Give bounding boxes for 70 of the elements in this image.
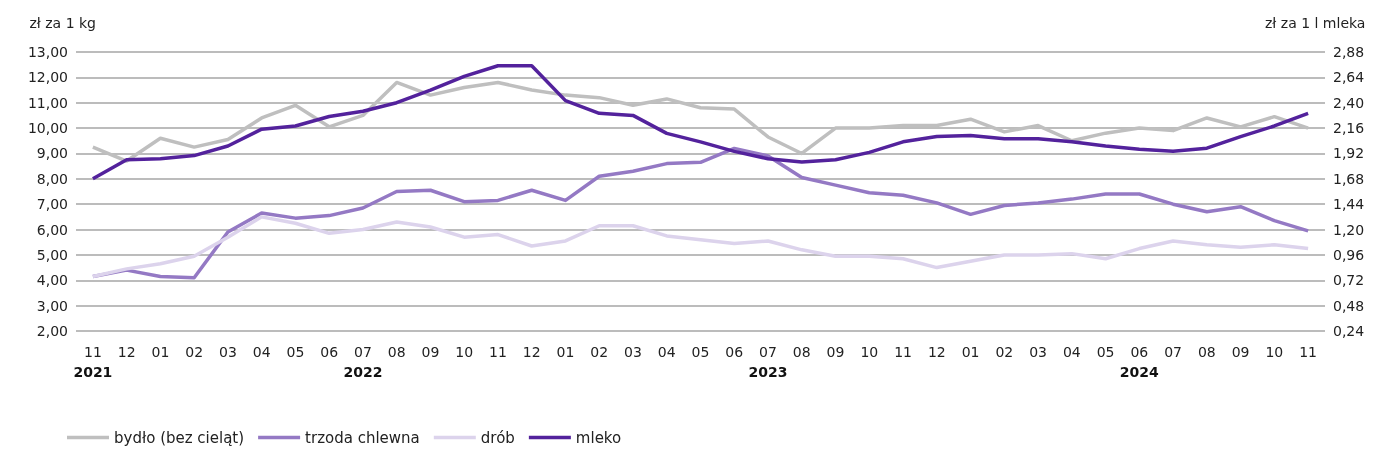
y2-tick-label: 0,72 xyxy=(1333,272,1365,289)
y2-tick-label: 1,44 xyxy=(1333,196,1365,213)
x-tick-label: 07 xyxy=(1164,344,1183,360)
x-tick-label: 06 xyxy=(725,344,744,360)
x-tick-label: 05 xyxy=(691,344,710,360)
y2-tick-label: 0,24 xyxy=(1333,323,1365,339)
y2-tick-label: 2,40 xyxy=(1333,94,1365,111)
x-tick-label: 08 xyxy=(792,344,811,360)
x-tick-label: 12 xyxy=(927,344,946,360)
y2-tick-label: 1,20 xyxy=(1333,221,1365,238)
x-tick-label: 12 xyxy=(117,344,136,360)
y2-tick-label: 0,96 xyxy=(1333,246,1365,263)
x-tick-label: 07 2023 xyxy=(748,344,788,380)
x-tick-label: 12 xyxy=(522,344,541,360)
x-tick-label: 03 xyxy=(624,344,642,360)
x-tick-label: 08 xyxy=(1197,344,1216,360)
y2-axis-title: zł za 1 l mleka xyxy=(1265,15,1366,31)
x-tick-label: 06 xyxy=(320,344,339,360)
y-tick-label: 8,00 xyxy=(36,170,68,187)
line-series xyxy=(91,63,1310,181)
x-tick-label: 10 xyxy=(1265,344,1284,360)
y2-tick-label: 1,68 xyxy=(1333,170,1365,187)
y2-tick-label: 1,92 xyxy=(1333,145,1365,162)
x-tick-label: 09 xyxy=(421,344,440,360)
x-tick-label: 01 xyxy=(151,344,170,360)
y-tick-label: 13,00 xyxy=(27,44,68,60)
x-tick-label: 05 xyxy=(1096,344,1115,360)
y-tick-label: 11,00 xyxy=(27,94,68,111)
x-tick-label: 02 xyxy=(995,344,1014,360)
y-tick-label: 12,00 xyxy=(27,69,68,86)
x-tick-label: 09 xyxy=(826,344,845,360)
y-tick-label: 9,00 xyxy=(36,145,68,162)
legend-label: bydło (bez cieląt) xyxy=(114,428,245,447)
y2-tick-label: 2,88 xyxy=(1333,44,1365,60)
y-tick-label: 2,00 xyxy=(36,323,68,339)
x-tick-label: 06 2024 xyxy=(1119,344,1160,380)
x-tick-label: 08 xyxy=(387,344,406,360)
x-tick-label: 04 xyxy=(252,344,271,360)
y-tick-label: 10,00 xyxy=(27,120,68,137)
x-tick-label: 02 xyxy=(590,344,609,360)
x-tick-label: 02 xyxy=(185,344,204,360)
x-tick-label: 01 xyxy=(961,344,980,360)
line-series xyxy=(91,215,1310,279)
y2-tick-label: 2,64 xyxy=(1333,69,1365,86)
y-tick-label: 5,00 xyxy=(36,246,68,263)
y-tick-label: 7,00 xyxy=(36,196,68,213)
y-tick-label: 3,00 xyxy=(36,297,68,314)
x-tick-label: 11 xyxy=(1299,344,1318,360)
x-tick-label: 10 xyxy=(860,344,879,360)
x-tick-label: 10 xyxy=(455,344,474,360)
x-tick-label: 11 2021 xyxy=(73,344,113,380)
x-tick-label: 04 xyxy=(657,344,676,360)
x-tick-label: 03 xyxy=(1029,344,1047,360)
x-tick-label: 09 xyxy=(1231,344,1250,360)
x-tick-label: 11 xyxy=(489,344,507,360)
legend-label: trzoda chlewna xyxy=(305,428,420,447)
y-tick-label: 6,00 xyxy=(36,221,68,238)
x-tick-label: 01 xyxy=(556,344,575,360)
x-tick-label: 05 xyxy=(286,344,305,360)
y2-tick-label: 0,48 xyxy=(1333,297,1365,314)
legend-label: mleko xyxy=(575,428,622,447)
y-axis-title: zł za 1 kg xyxy=(29,15,96,31)
line-series xyxy=(91,80,1310,163)
legend-label: drób xyxy=(480,428,515,447)
y2-tick-label: 2,16 xyxy=(1333,120,1365,137)
y-tick-label: 4,00 xyxy=(36,272,68,289)
x-tick-label: 11 xyxy=(894,344,912,360)
x-tick-label: 04 xyxy=(1062,344,1081,360)
x-tick-label: 07 2022 xyxy=(343,344,383,380)
x-tick-label: 03 xyxy=(218,344,237,360)
